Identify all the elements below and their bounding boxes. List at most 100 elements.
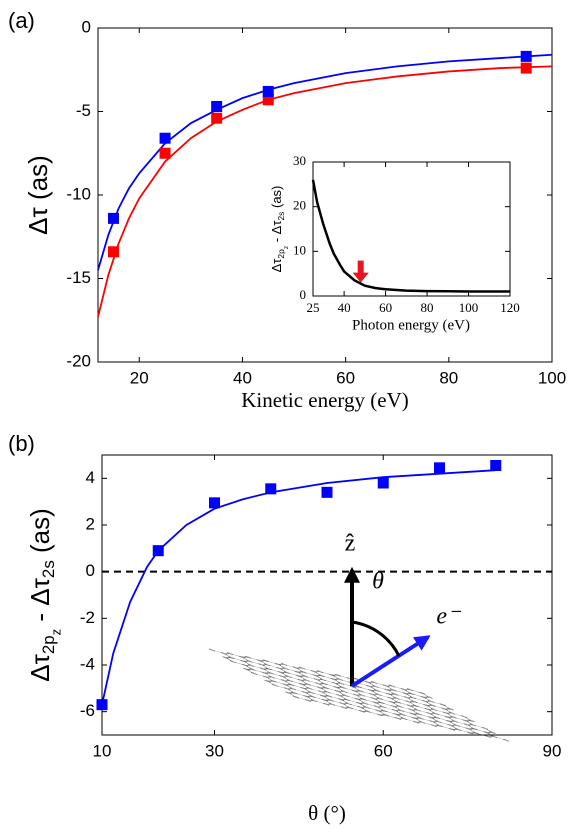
atom	[364, 710, 372, 713]
atom	[451, 720, 459, 723]
data-point	[262, 85, 274, 97]
atom	[463, 723, 471, 726]
atom	[274, 663, 282, 666]
atom	[288, 683, 295, 687]
atom	[448, 711, 456, 715]
atom	[267, 671, 274, 675]
diagram-label: θ	[372, 569, 384, 595]
data-point	[152, 545, 164, 557]
data-point	[265, 483, 277, 495]
atom	[264, 663, 271, 667]
atom	[372, 685, 379, 688]
atom	[384, 688, 391, 692]
atom	[409, 696, 417, 699]
atom	[391, 709, 399, 712]
atom	[298, 666, 306, 670]
atom	[363, 706, 370, 709]
atom	[309, 695, 316, 698]
atom	[258, 663, 265, 666]
atom	[465, 727, 472, 731]
atom	[406, 688, 414, 691]
atom	[369, 693, 376, 696]
atom	[301, 674, 309, 678]
atom	[411, 716, 418, 720]
atom	[292, 695, 300, 699]
x-tick-label: 60	[336, 368, 355, 387]
y-axis-label-part: Δτ	[269, 258, 284, 273]
atom	[292, 666, 300, 670]
y-axis-label: Δτ2pz - Δτ2s (as)	[269, 186, 289, 273]
data-point	[107, 212, 119, 224]
atom	[382, 713, 390, 717]
atom	[246, 660, 253, 663]
atom	[229, 660, 237, 663]
atom	[382, 684, 390, 688]
atom	[412, 704, 420, 708]
atom	[306, 687, 313, 690]
atom	[375, 693, 382, 696]
atom	[489, 731, 496, 734]
atom	[360, 697, 367, 701]
atom	[342, 694, 349, 697]
atom	[448, 728, 456, 731]
atom	[423, 704, 430, 707]
atom	[441, 707, 448, 711]
atom	[381, 709, 388, 713]
y-axis-label-part: - Δτ	[269, 220, 284, 246]
atom	[303, 679, 310, 682]
atom	[426, 696, 433, 699]
y-axis-label-part: 2p	[276, 249, 286, 259]
y-tick-label: 2	[86, 514, 95, 533]
atom	[300, 670, 307, 674]
atom	[285, 675, 292, 678]
atom	[406, 704, 414, 708]
data-point	[211, 100, 223, 112]
atom	[490, 735, 498, 738]
x-tick-label: 120	[500, 300, 520, 315]
atom	[420, 695, 427, 699]
data-point	[262, 94, 274, 106]
x-tick-label: 25	[307, 300, 320, 315]
atom	[358, 693, 366, 697]
y-tick-label: 20	[293, 198, 306, 213]
atom	[228, 656, 235, 659]
atom	[336, 694, 343, 697]
atom	[238, 655, 246, 659]
atom	[327, 698, 334, 702]
electron-arrow	[350, 635, 431, 688]
atom	[324, 690, 331, 694]
atom	[357, 706, 364, 709]
atom	[429, 704, 436, 707]
atom	[241, 664, 249, 667]
atom	[276, 667, 283, 670]
atom	[370, 697, 378, 700]
atom	[409, 712, 417, 716]
x-tick-label: 100	[459, 300, 479, 315]
atom	[220, 652, 228, 655]
atom	[256, 659, 264, 662]
atom	[294, 670, 301, 674]
atom	[412, 720, 420, 724]
x-tick-label: 80	[421, 300, 434, 315]
atom	[319, 678, 327, 681]
atom	[304, 683, 312, 686]
y-axis-label-part: z	[283, 246, 290, 249]
atom	[367, 689, 375, 692]
atom	[352, 693, 360, 697]
atom	[376, 697, 384, 700]
plot-frame	[101, 454, 553, 736]
atom	[249, 668, 256, 671]
atom	[226, 652, 234, 655]
atom	[328, 703, 336, 706]
atom	[376, 713, 384, 717]
y-tick-label: -2	[80, 608, 95, 627]
atom	[310, 670, 318, 673]
atom	[426, 712, 433, 715]
atom	[301, 691, 309, 694]
atom	[396, 705, 403, 708]
atom	[408, 708, 415, 712]
atom	[312, 674, 319, 677]
atom	[405, 700, 412, 703]
atom	[240, 659, 247, 663]
atom	[337, 682, 345, 685]
